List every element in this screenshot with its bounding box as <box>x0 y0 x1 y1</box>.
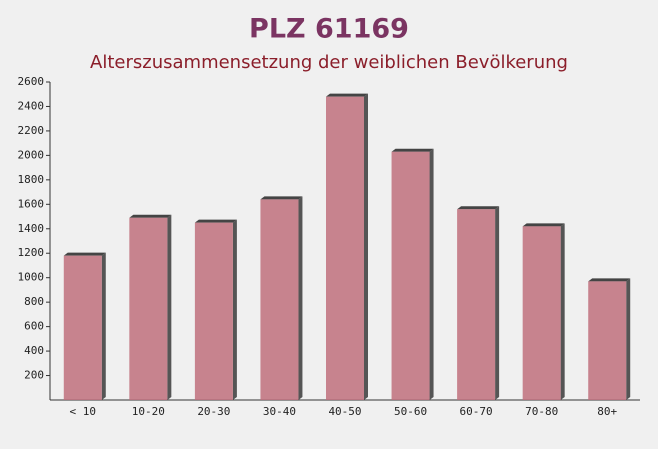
bar-side <box>495 206 500 400</box>
bar-top <box>522 223 565 227</box>
y-tick-label: 2600 <box>18 75 45 88</box>
y-tick-label: 800 <box>24 295 44 308</box>
bar <box>391 151 430 400</box>
bar-side <box>560 223 565 400</box>
bar-side <box>101 252 106 400</box>
x-tick-label: 10-20 <box>132 405 165 418</box>
chart-title: PLZ 61169 <box>249 14 409 45</box>
x-tick-label: 30-40 <box>263 405 296 418</box>
x-tick-label: < 10 <box>70 405 97 418</box>
bar-side <box>298 196 303 400</box>
bar-top <box>326 93 368 97</box>
bar-top <box>588 278 631 282</box>
bar-top <box>457 206 500 210</box>
chart-subtitle: Alterszusammensetzung der weiblichen Bev… <box>90 52 568 73</box>
bar <box>194 222 233 400</box>
bar <box>260 199 299 400</box>
x-tick-label: 50-60 <box>394 405 427 418</box>
bar-top <box>260 196 303 200</box>
y-tick-label: 400 <box>24 344 44 357</box>
bar-side <box>429 148 434 400</box>
bar-side <box>364 93 368 400</box>
x-tick-label: 20-30 <box>197 405 230 418</box>
bar-side <box>626 278 631 400</box>
bar <box>326 96 364 400</box>
bar <box>522 226 561 400</box>
y-tick-label: 1200 <box>18 246 45 259</box>
bar-top <box>391 148 434 152</box>
y-tick-label: 200 <box>24 369 44 382</box>
bar-top <box>63 252 106 256</box>
y-tick-label: 1400 <box>18 222 45 235</box>
bar-top <box>194 219 237 223</box>
bar <box>63 255 102 400</box>
y-tick-label: 2400 <box>18 99 45 112</box>
y-tick-label: 2000 <box>18 148 45 161</box>
x-tick-label: 80+ <box>597 405 617 418</box>
bar <box>457 209 496 400</box>
y-tick-label: 1800 <box>18 173 45 186</box>
bar-side <box>167 214 172 400</box>
bar-top <box>129 214 172 218</box>
x-tick-label: 70-80 <box>525 405 558 418</box>
x-tick-label: 40-50 <box>328 405 361 418</box>
y-tick-label: 1600 <box>18 197 45 210</box>
bar <box>129 217 168 400</box>
bar-side <box>232 219 237 400</box>
y-tick-label: 600 <box>24 320 44 333</box>
x-tick-label: 60-70 <box>460 405 493 418</box>
bar <box>588 281 627 400</box>
y-tick-label: 1000 <box>18 271 45 284</box>
y-tick-label: 2200 <box>18 124 45 137</box>
